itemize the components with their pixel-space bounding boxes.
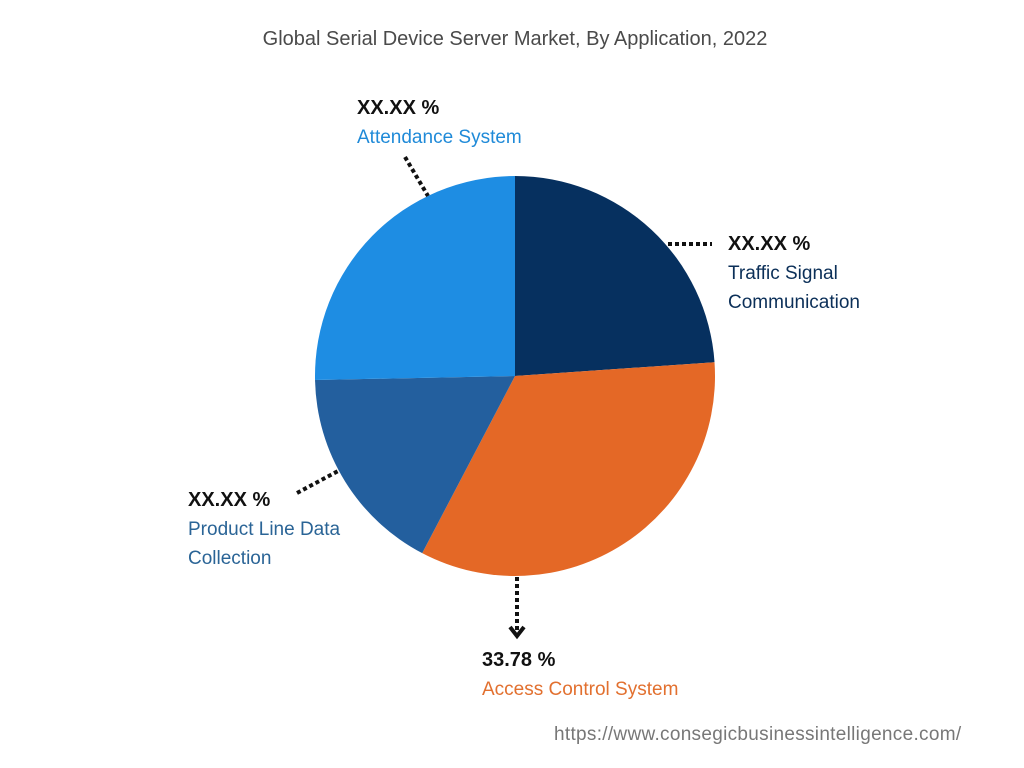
label-attendance: XX.XX % Attendance System: [357, 94, 522, 152]
pie-slice-access-control-system: [422, 362, 716, 576]
label-traffic: XX.XX % Traffic Signal Communication: [728, 230, 860, 317]
slice-value: XX.XX %: [357, 97, 440, 119]
label-access: 33.78 % Access Control System: [482, 646, 678, 704]
slice-name: Attendance System: [357, 127, 522, 148]
slice-name: Communication: [728, 292, 860, 313]
leader-line-attendance: [403, 155, 430, 198]
pie-slice-traffic-signal-communication: [515, 176, 715, 376]
slice-value: 33.78 %: [482, 649, 556, 671]
slice-value: XX.XX %: [188, 489, 271, 511]
chart-title: Global Serial Device Server Market, By A…: [262, 28, 768, 50]
slice-name: Access Control System: [482, 679, 679, 700]
leader-line-product: [296, 468, 341, 495]
pie-slice-product-line-data-collection: [315, 376, 515, 554]
slice-name: Collection: [188, 548, 272, 569]
arrowhead-icon: [508, 625, 526, 640]
slice-value: XX.XX %: [728, 233, 811, 255]
slice-name: Traffic Signal: [728, 263, 838, 284]
pie-slice-attendance-system: [315, 175, 515, 381]
label-product: XX.XX % Product Line Data Collection: [188, 486, 340, 573]
source-url: https://www.consegicbusinessintelligence…: [554, 724, 962, 745]
slice-name: Product Line Data: [188, 519, 341, 540]
